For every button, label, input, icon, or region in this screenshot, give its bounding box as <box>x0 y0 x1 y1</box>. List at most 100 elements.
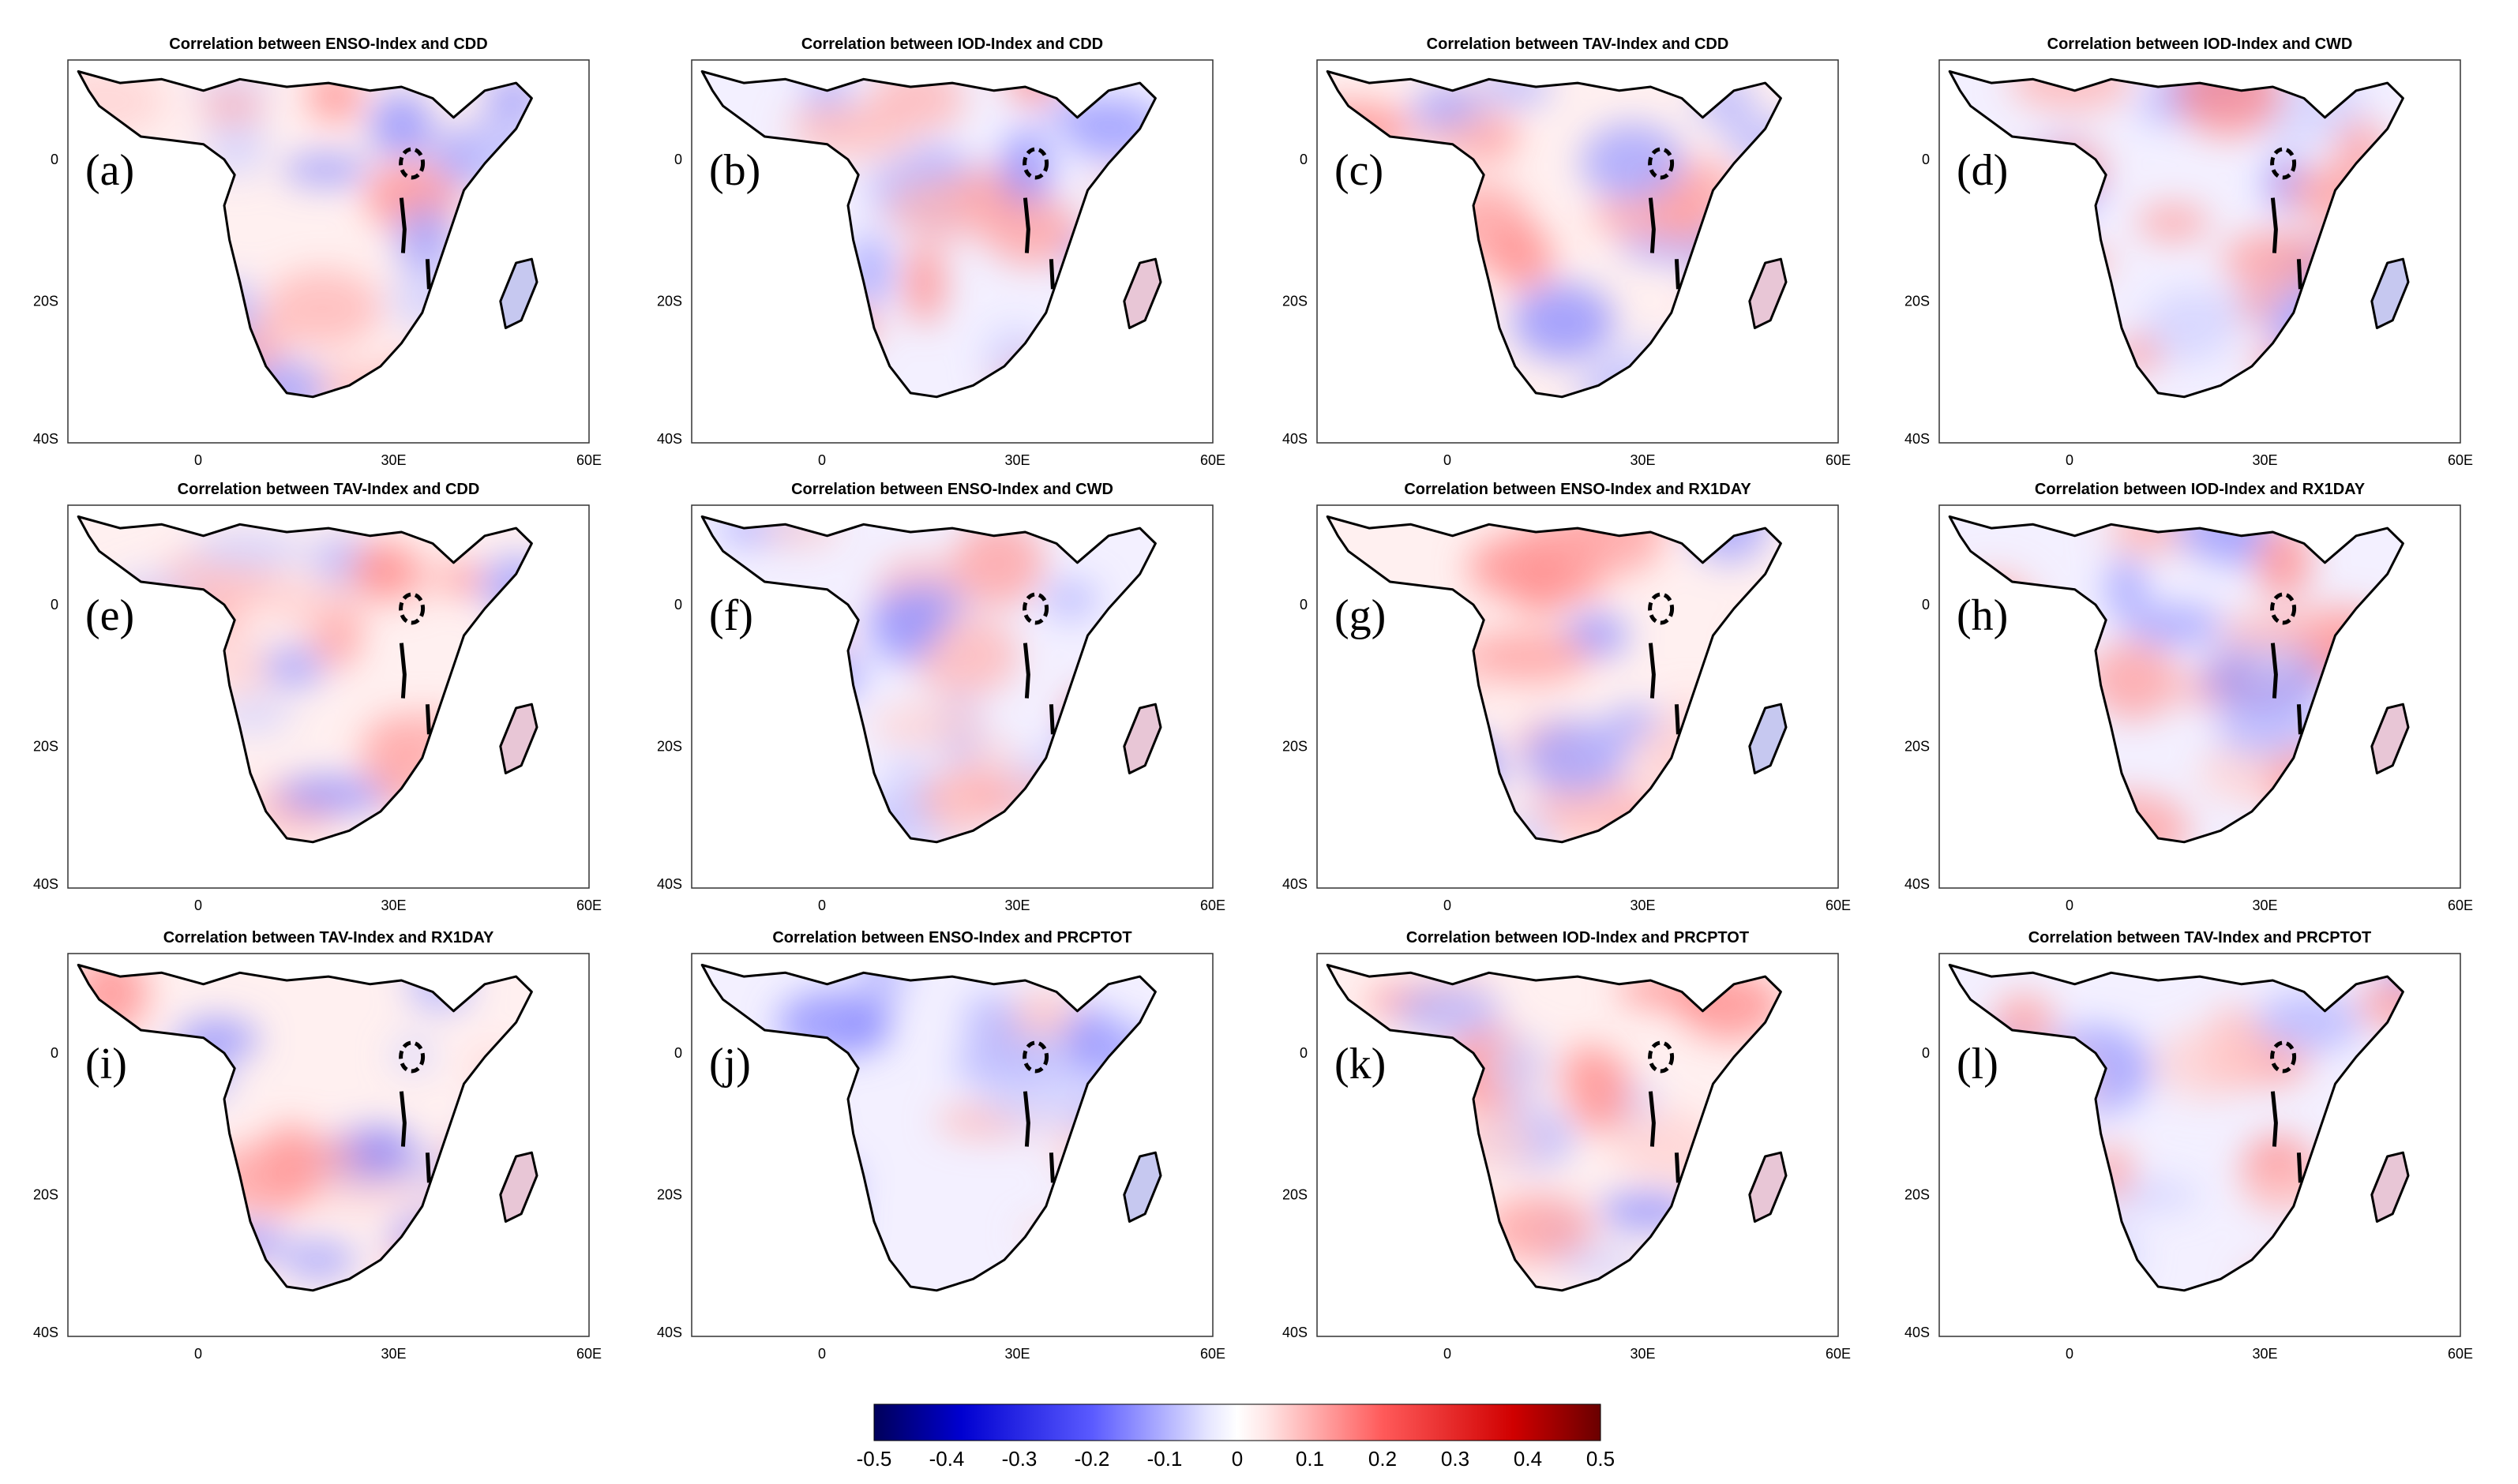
lake-victoria <box>1023 147 1049 180</box>
lake-malawi <box>2296 704 2302 735</box>
panel-title: Correlation between TAV-Index and RX1DAY <box>163 929 494 946</box>
map-panel: Correlation between TAV-Index and RX1DAY… <box>33 929 602 1362</box>
y-tick-label: 20S <box>1904 739 1930 755</box>
y-tick-label: 40S <box>657 431 682 447</box>
panel-title: Correlation between ENSO-Index and PRCPT… <box>772 929 1131 946</box>
map-panel: Correlation between TAV-Index and CDD (e)… <box>33 481 602 913</box>
x-tick-label: 60E <box>576 452 602 468</box>
lake-tanganyika <box>399 643 407 699</box>
x-tick-label: 30E <box>1004 1346 1030 1362</box>
y-tick-label: 0 <box>674 597 682 613</box>
x-tick-label: 30E <box>1004 452 1030 468</box>
correlation-field <box>702 965 1156 1291</box>
y-tick-label: 0 <box>1300 597 1308 613</box>
coastline <box>1948 70 2404 399</box>
map-frame <box>67 504 590 889</box>
x-tick-label: 0 <box>818 1346 826 1362</box>
lake-tanganyika <box>1648 1091 1656 1147</box>
panel-letter: (b) <box>709 146 760 195</box>
colorbar-tick-label: 0.5 <box>1586 1447 1615 1471</box>
madagascar-outline <box>1123 257 1162 329</box>
lake-victoria <box>2270 1040 2297 1074</box>
y-tick-label: 0 <box>51 1045 58 1061</box>
x-tick-label: 60E <box>2448 1346 2473 1362</box>
panel-title: Correlation between ENSO-Index and CDD <box>169 36 487 53</box>
x-tick-label: 0 <box>2066 1346 2073 1362</box>
y-tick-label: 0 <box>1922 597 1930 613</box>
lake-victoria <box>2270 592 2297 625</box>
map-panel: Correlation between ENSO-Index and RX1DA… <box>1282 481 1851 913</box>
map-frame <box>691 953 1214 1337</box>
lake-malawi <box>1049 1152 1055 1183</box>
lake-victoria <box>1023 1040 1049 1074</box>
y-tick-label: 20S <box>1282 739 1308 755</box>
lake-victoria <box>1023 592 1049 625</box>
colorbar-tick-label: 0 <box>1232 1447 1243 1471</box>
x-tick-label: 0 <box>2066 452 2073 468</box>
panel-letter: (c) <box>1334 146 1383 195</box>
map-frame <box>1938 504 2461 889</box>
map-frame <box>1316 504 1839 889</box>
madagascar-outline <box>2370 1151 2410 1223</box>
x-tick-label: 60E <box>2448 898 2473 913</box>
madagascar-outline <box>499 1151 538 1223</box>
lake-malawi <box>425 259 431 290</box>
y-tick-label: 20S <box>33 294 58 309</box>
y-tick-label: 20S <box>657 294 682 309</box>
map-panel: Correlation between ENSO-Index and CDD (a… <box>33 36 602 468</box>
x-tick-label: 0 <box>194 898 202 913</box>
correlation-field <box>702 71 1156 397</box>
correlation-field <box>78 71 532 397</box>
y-tick-label: 0 <box>674 152 682 167</box>
lake-victoria <box>399 1040 426 1074</box>
lake-victoria <box>1648 592 1675 625</box>
correlation-field <box>1327 71 1781 397</box>
lake-victoria <box>399 592 426 625</box>
x-tick-label: 30E <box>381 898 406 913</box>
y-tick-label: 0 <box>1300 1045 1308 1061</box>
map-panel: Correlation between IOD-Index and PRCPTO… <box>1282 929 1851 1362</box>
y-tick-label: 40S <box>33 876 58 892</box>
panel-title: Correlation between IOD-Index and CDD <box>801 36 1103 53</box>
lake-malawi <box>1674 1152 1680 1183</box>
x-tick-label: 60E <box>576 898 602 913</box>
x-tick-label: 30E <box>1630 452 1655 468</box>
x-tick-label: 60E <box>576 1346 602 1362</box>
map-frame <box>1938 953 2461 1337</box>
colorbar-tick-label: -0.5 <box>857 1447 892 1471</box>
colorbar-tick-label: -0.3 <box>1002 1447 1038 1471</box>
panel-title: Correlation between IOD-Index and RX1DAY <box>2035 481 2366 498</box>
x-tick-label: 60E <box>1826 898 1851 913</box>
lake-victoria <box>399 147 426 180</box>
lake-tanganyika <box>2270 197 2278 253</box>
panel-letter: (k) <box>1334 1040 1386 1089</box>
map-frame <box>1316 953 1839 1337</box>
coastline <box>700 515 1157 844</box>
y-tick-label: 40S <box>1904 876 1930 892</box>
y-tick-label: 0 <box>1922 1045 1930 1061</box>
map-frame <box>691 59 1214 444</box>
coastline <box>77 964 533 1292</box>
map-panel: Correlation between TAV-Index and CDD (c)… <box>1282 36 1851 468</box>
y-tick-label: 40S <box>657 1325 682 1340</box>
map-panel: Correlation between IOD-Index and CWD (d)… <box>1904 36 2473 468</box>
panel-letter: (g) <box>1334 591 1386 640</box>
panel-title: Correlation between IOD-Index and PRCPTO… <box>1406 929 1749 946</box>
y-tick-label: 20S <box>657 1187 682 1203</box>
madagascar-outline <box>2370 257 2410 329</box>
madagascar-outline <box>1748 1151 1788 1223</box>
panel-title: Correlation between ENSO-Index and CWD <box>791 481 1113 498</box>
lake-tanganyika <box>1023 643 1030 699</box>
y-tick-label: 20S <box>1904 294 1930 309</box>
madagascar-outline <box>499 703 538 774</box>
madagascar-outline <box>1748 703 1788 774</box>
colorbar-gradient <box>873 1403 1601 1441</box>
x-tick-label: 60E <box>2448 452 2473 468</box>
panel-letter: (d) <box>1957 146 2008 195</box>
y-tick-label: 40S <box>657 876 682 892</box>
map-panel: Correlation between ENSO-Index and PRCPT… <box>657 929 1225 1362</box>
lake-malawi <box>1674 704 1680 735</box>
y-tick-label: 40S <box>1904 1325 1930 1340</box>
panel-letter: (i) <box>85 1040 127 1089</box>
madagascar-outline <box>1123 1151 1162 1223</box>
